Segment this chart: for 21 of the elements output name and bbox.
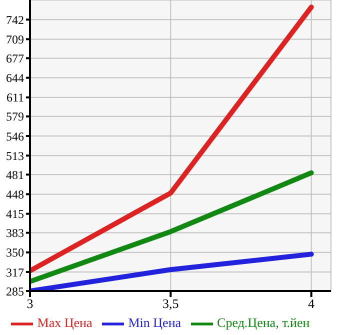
y-tick-label: 709 xyxy=(6,32,24,46)
y-tick-label: 448 xyxy=(6,187,24,202)
y-tick-label: 415 xyxy=(6,207,24,222)
y-tick-label: 350 xyxy=(6,246,24,260)
y-tick-label: 481 xyxy=(6,168,24,182)
x-tick-label: 4 xyxy=(308,296,316,312)
y-tick-label: 546 xyxy=(6,129,24,144)
y-tick-label: 285 xyxy=(6,284,24,298)
legend-label: Сред.Цена, т.йен xyxy=(217,314,310,330)
y-tick-label: 579 xyxy=(6,110,24,124)
y-tick-label: 611 xyxy=(6,90,24,105)
y-tick-label: 317 xyxy=(6,265,24,280)
y-tick-label: 677 xyxy=(6,51,24,66)
x-tick-label: 3 xyxy=(26,296,34,312)
x-tick-label: 3,5 xyxy=(162,296,179,312)
y-tick-label: 644 xyxy=(6,71,24,86)
legend-label: Min Цена xyxy=(128,314,182,330)
y-tick-label: 742 xyxy=(6,12,24,27)
y-tick-label: 513 xyxy=(6,148,24,163)
legend-label: Max Цена xyxy=(37,314,92,330)
y-tick-label: 383 xyxy=(6,226,24,240)
